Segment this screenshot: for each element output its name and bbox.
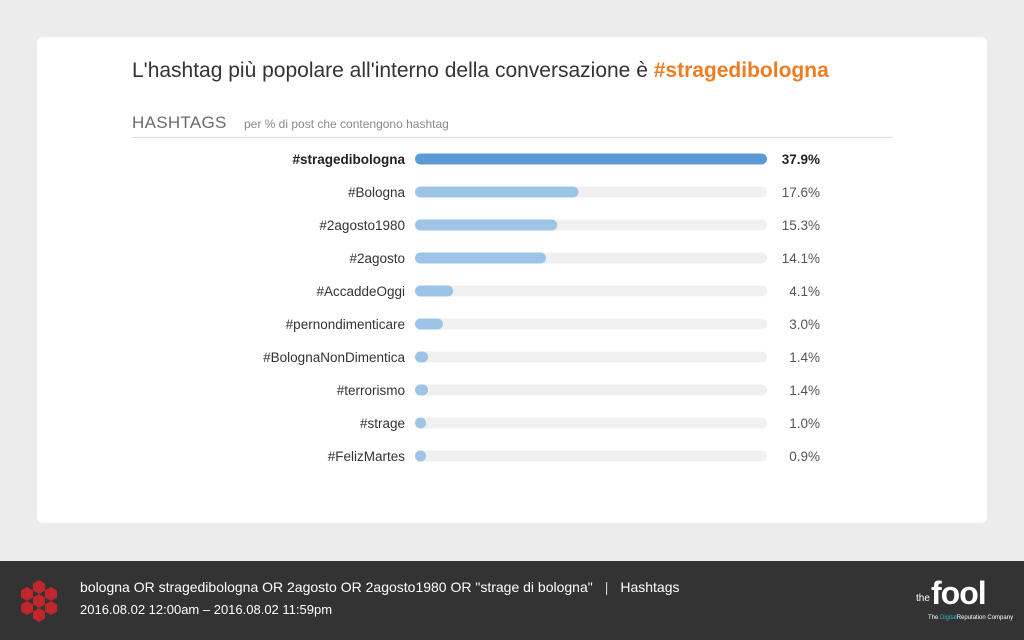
value-label: 0.9% — [789, 449, 820, 464]
brand-tagline-post: Reputation Company — [956, 615, 1014, 621]
brand-logo: the fool The DigitalReputation Company — [916, 575, 1013, 629]
value-label: 1.4% — [789, 350, 820, 365]
footer-date-range: 2016.08.02 12:00am – 2016.08.02 11:59pm — [80, 602, 333, 617]
bar — [415, 219, 558, 231]
bar-track — [415, 384, 767, 396]
bar-track — [415, 285, 767, 297]
brand-name: fool — [931, 575, 987, 611]
value-label: 17.6% — [782, 185, 820, 200]
brand-tagline-highlight: Digital — [940, 615, 957, 621]
brand-tagline: The DigitalReputation Company — [928, 615, 1013, 621]
category-label: #AccaddeOggi — [316, 284, 405, 299]
category-label: #terrorismo — [337, 383, 405, 398]
hexagon-cluster-icon — [21, 580, 57, 622]
value-label: 4.1% — [789, 284, 820, 299]
category-label: #2agosto — [349, 251, 405, 266]
footer-separator: | — [604, 579, 609, 595]
brand-the: the — [916, 593, 930, 604]
bar — [415, 417, 426, 429]
brand-tagline-pre: The — [928, 615, 941, 621]
bar-track — [415, 351, 767, 363]
bar — [415, 450, 426, 462]
section-subtitle: per % di post che contengono hashtag — [244, 117, 449, 131]
bar-track — [415, 450, 767, 462]
headline-accent: #stragedibologna — [653, 59, 829, 82]
value-label: 3.0% — [789, 317, 820, 332]
category-label: #strage — [360, 416, 405, 431]
bar — [415, 285, 454, 297]
value-label: 1.0% — [789, 416, 820, 431]
bar — [415, 318, 443, 330]
bar — [415, 252, 546, 264]
hashtag-bar-chart: #stragedibologna 37.9% #Bologna 17.6% #2agos… — [263, 152, 820, 464]
value-label: 14.1% — [782, 251, 820, 266]
category-label: #FelizMartes — [328, 449, 406, 464]
category-label: #Bologna — [348, 185, 406, 200]
footer-bar: bologna OR stragedibologna OR 2agosto OR… — [0, 561, 1024, 640]
chart-card: L'hashtag più popolare all'interno della… — [37, 37, 987, 523]
headline-text: L'hashtag più popolare all'interno della… — [132, 59, 654, 82]
value-label: 37.9% — [782, 152, 820, 167]
footer-query-line: bologna OR stragedibologna OR 2agosto OR… — [80, 579, 680, 595]
bar — [415, 351, 429, 363]
category-label: #stragedibologna — [292, 152, 405, 167]
section-header: HASHTAGS per % di post che contengono ha… — [132, 113, 893, 138]
category-label: #2agosto1980 — [319, 218, 405, 233]
bar — [415, 384, 429, 396]
section-title: HASHTAGS — [132, 113, 227, 132]
page-title: L'hashtag più popolare all'interno della… — [132, 59, 932, 83]
bar-track — [415, 318, 767, 330]
category-label: #BolognaNonDimentica — [263, 350, 405, 365]
category-label: #pernondimenticare — [286, 317, 405, 332]
bar — [415, 186, 579, 198]
bar — [415, 153, 767, 165]
footer-view: Hashtags — [620, 579, 680, 595]
value-label: 1.4% — [789, 383, 820, 398]
bar-track — [415, 417, 767, 429]
footer-query: bologna OR stragedibologna OR 2agosto OR… — [80, 579, 593, 595]
value-label: 15.3% — [782, 218, 820, 233]
